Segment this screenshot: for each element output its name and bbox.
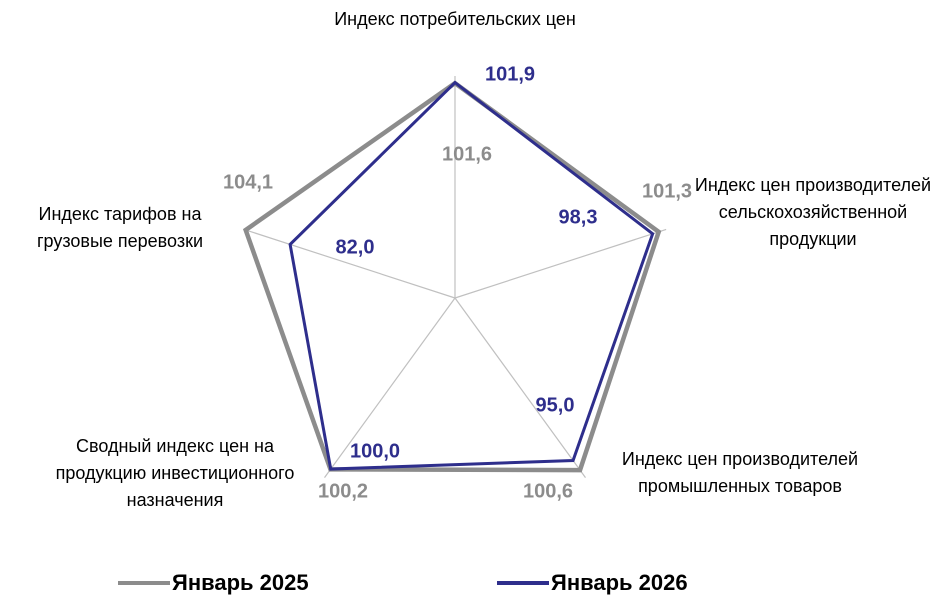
value-label: 82,0 xyxy=(336,236,375,258)
value-label: 100,2 xyxy=(318,480,368,502)
category-label: Индекс тарифов на грузовые перевозки xyxy=(36,204,204,251)
value-label: 95,0 xyxy=(536,394,575,416)
value-label: 101,9 xyxy=(485,63,535,85)
series-line xyxy=(242,80,662,473)
value-label: 101,6 xyxy=(442,143,492,165)
spoke xyxy=(324,297,456,478)
value-label: 98,3 xyxy=(559,206,598,228)
value-label: 104,1 xyxy=(223,171,273,193)
category-label: Индекс цен производителей сельскохозяйст… xyxy=(694,175,930,249)
spoke xyxy=(243,228,456,299)
category-label: Сводный индекс цен на продукцию инвестиц… xyxy=(55,436,295,510)
value-label: 101,3 xyxy=(642,180,692,202)
spoke xyxy=(454,228,667,299)
value-label: 100,0 xyxy=(350,440,400,462)
legend-label: Январь 2025 xyxy=(172,570,309,595)
value-label: 100,6 xyxy=(523,480,573,502)
category-label: Индекс потребительских цен xyxy=(334,9,576,29)
legend-label: Январь 2026 xyxy=(551,570,688,595)
series-line xyxy=(288,80,655,471)
category-label: Индекс цен производителей промышленных т… xyxy=(621,449,859,496)
spoke xyxy=(454,297,586,478)
